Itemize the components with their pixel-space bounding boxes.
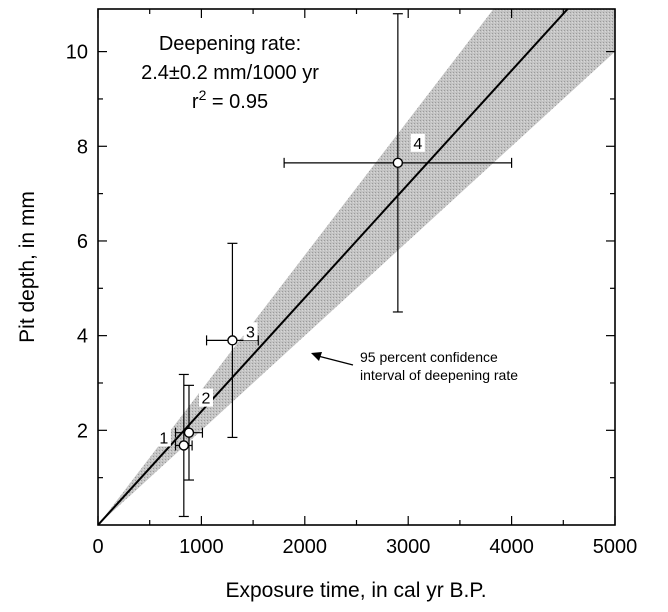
point-label: 3: [246, 324, 255, 341]
data-point-1: 1: [156, 373, 193, 518]
r-squared: r2 = 0.95: [192, 87, 268, 113]
y-tick-label: 6: [77, 231, 88, 253]
point-marker: [183, 427, 195, 438]
point-label: 1: [159, 430, 168, 447]
point-marker: [392, 157, 404, 169]
y-tick-label: 8: [77, 136, 88, 158]
point-label-bg: [156, 428, 171, 447]
point-marker: [227, 335, 238, 346]
plot-area: 1 2 3 4: [98, 9, 615, 525]
y-tick-label: 10: [66, 42, 88, 64]
confidence-band: [98, 9, 615, 525]
y-tick-label: 4: [77, 326, 88, 348]
x-tick-label: 2000: [283, 536, 328, 558]
y-axis-title: Pit depth, in mm: [16, 191, 39, 343]
rate-title: Deepening rate:: [159, 33, 301, 55]
band-note-line1: 95 percent confidence: [360, 349, 498, 365]
point-label: 2: [202, 391, 211, 408]
x-tick-label: 1000: [179, 536, 224, 558]
band-note-line2: interval of deepening rate: [360, 367, 518, 383]
x-tick-label: 3000: [386, 536, 431, 558]
data-point-2: 2: [174, 384, 213, 481]
rate-value: 2.4±0.2 mm/1000 yr: [141, 62, 319, 84]
data-point-3: 3: [205, 242, 259, 439]
x-axis-title: Exposure time, in cal yr B.P.: [225, 579, 486, 602]
y-tick-label: 2: [77, 420, 88, 442]
point-marker: [178, 440, 190, 451]
point-label: 4: [413, 136, 422, 153]
x-tick-label: 4000: [489, 536, 534, 558]
point-label-bg: [243, 322, 258, 341]
data-point-4: 4: [283, 13, 513, 313]
band-note-arrow: [311, 352, 354, 366]
x-tick-label: 5000: [593, 536, 638, 558]
point-label-bg: [410, 133, 425, 152]
point-label-bg: [198, 388, 213, 407]
x-tick-label: 0: [92, 536, 103, 558]
